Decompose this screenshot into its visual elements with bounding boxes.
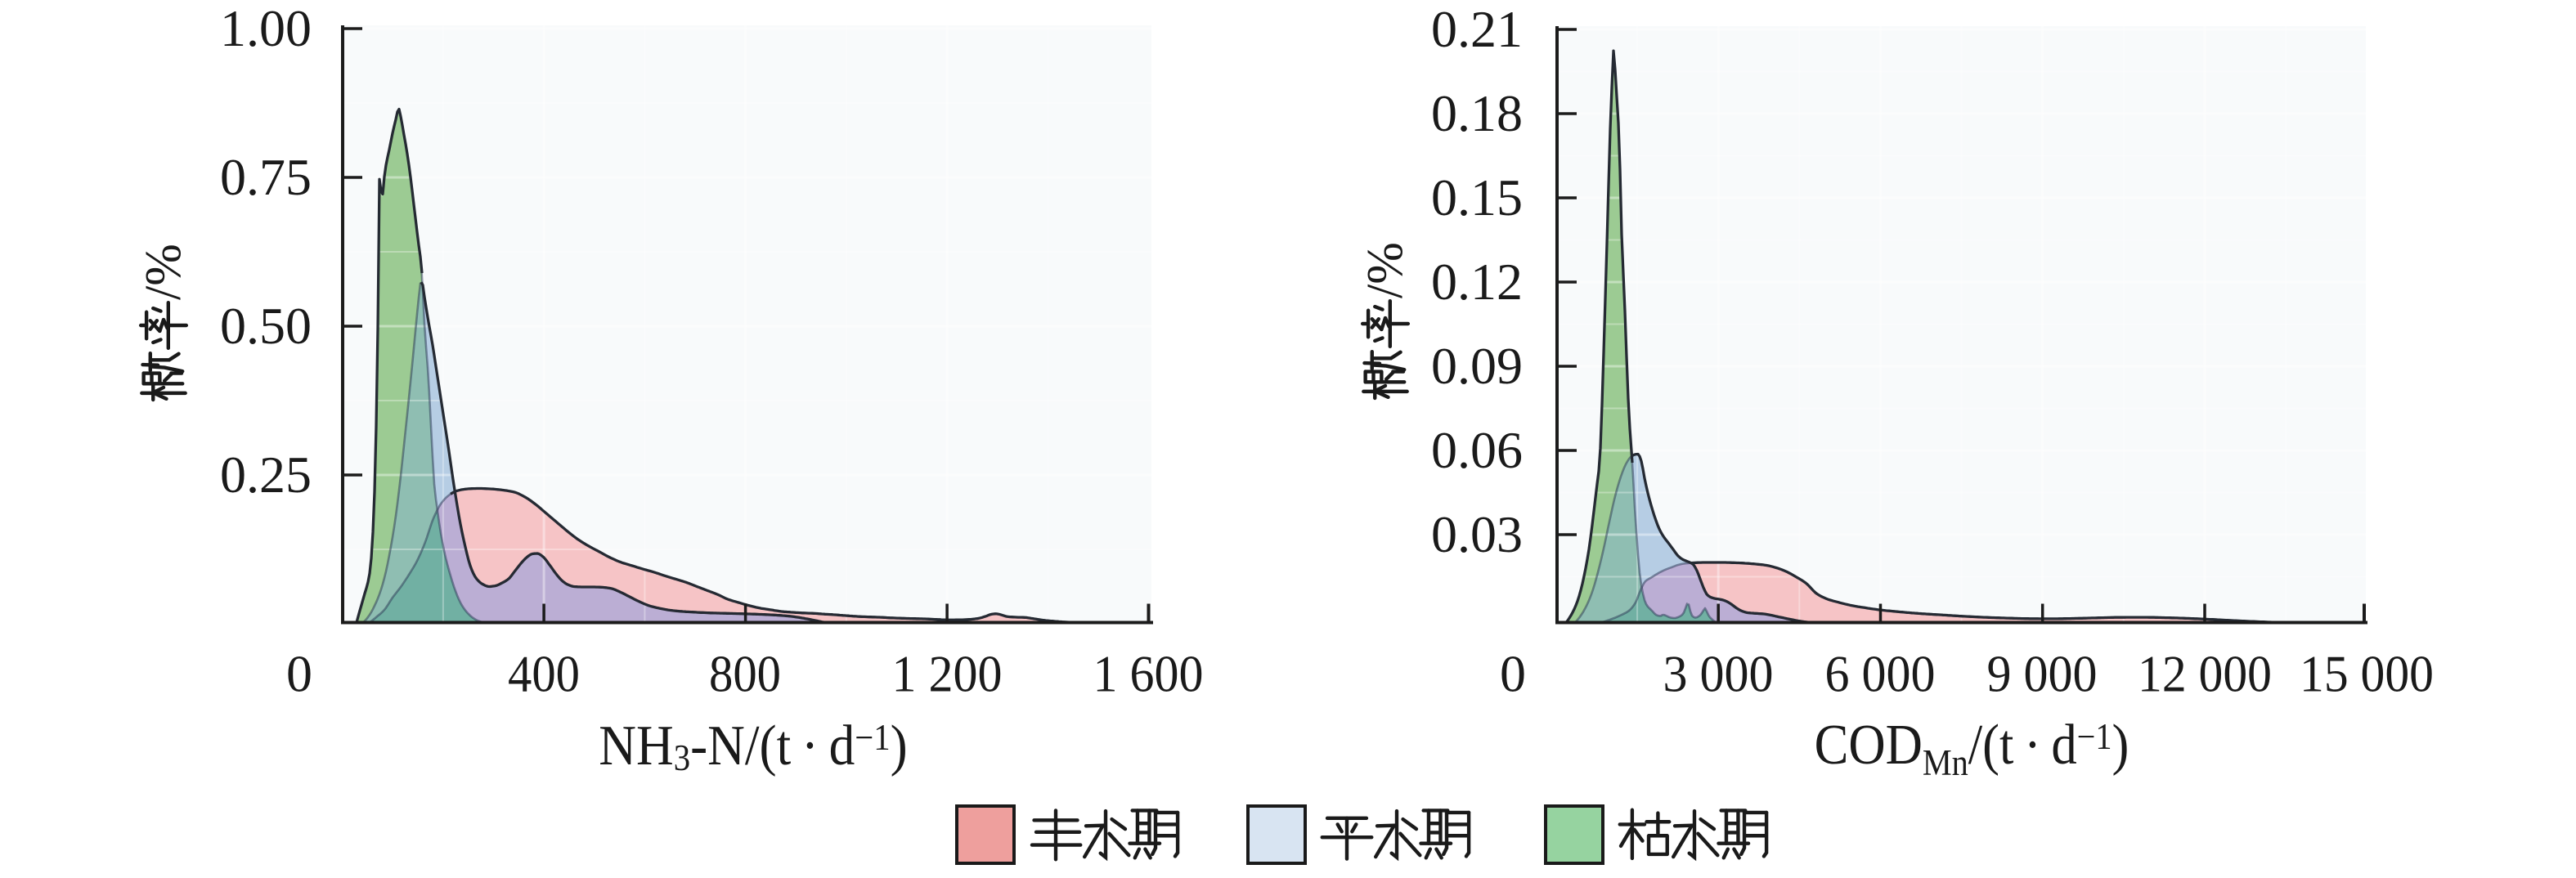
svg-text:/%: /%: [1358, 242, 1413, 298]
svg-text:9 000: 9 000: [1987, 645, 2098, 703]
svg-text:0.75: 0.75: [220, 148, 312, 206]
svg-text:NH3-N/(t · d−1): NH3-N/(t · d−1): [599, 714, 908, 778]
svg-text:0.50: 0.50: [220, 297, 312, 355]
svg-text:1 200: 1 200: [892, 645, 1003, 703]
svg-text:0: 0: [1500, 645, 1526, 703]
svg-text:400: 400: [508, 645, 580, 703]
svg-text:0.21: 0.21: [1431, 0, 1523, 58]
svg-text:1.00: 1.00: [220, 0, 312, 57]
svg-text:0.03: 0.03: [1431, 505, 1523, 563]
svg-text:3 000: 3 000: [1663, 645, 1774, 703]
svg-text:12 000: 12 000: [2138, 645, 2272, 703]
svg-text:0.06: 0.06: [1431, 421, 1523, 479]
svg-text:1 600: 1 600: [1093, 645, 1204, 703]
svg-text:0.12: 0.12: [1431, 253, 1523, 311]
svg-text:0.18: 0.18: [1431, 84, 1523, 142]
svg-text:CODMn/(t · d−1): CODMn/(t · d−1): [1815, 714, 2129, 784]
svg-text:/%: /%: [136, 244, 191, 300]
svg-text:0.25: 0.25: [220, 446, 312, 504]
svg-text:0.09: 0.09: [1431, 337, 1523, 395]
svg-text:0.15: 0.15: [1431, 168, 1523, 226]
svg-text:0: 0: [286, 645, 312, 703]
svg-text:15 000: 15 000: [2300, 645, 2434, 703]
svg-text:800: 800: [709, 645, 781, 703]
svg-text:6 000: 6 000: [1825, 645, 1936, 703]
